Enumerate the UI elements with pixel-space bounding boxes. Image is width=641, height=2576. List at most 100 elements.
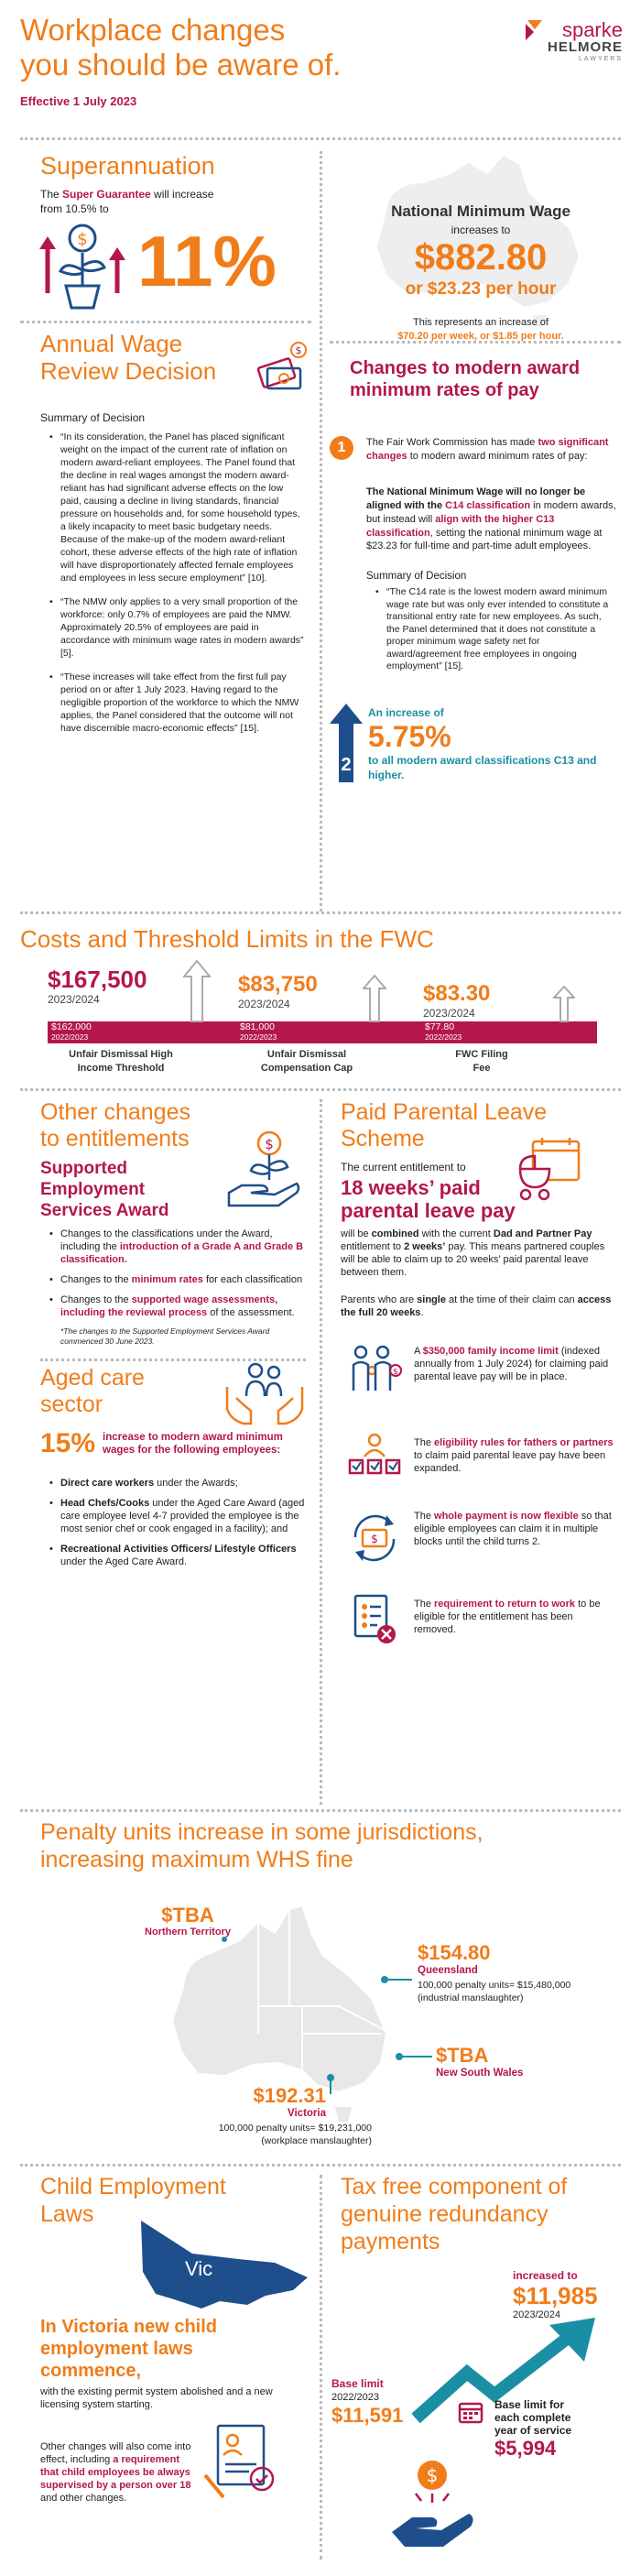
step-1-text: The Fair Work Commission has made two si… xyxy=(366,437,609,462)
cost-old: $81,000 2022/2023 xyxy=(240,1021,277,1042)
divider xyxy=(330,341,621,344)
costs-heading: Costs and Threshold Limits in the FWC xyxy=(20,925,434,953)
money-plant-icon: $ xyxy=(39,224,125,310)
eligibility-icon xyxy=(348,1433,401,1475)
australia-states-map-icon xyxy=(170,1904,388,2122)
divider xyxy=(20,2164,621,2167)
min-wage-block: National Minimum Wage increases to $882.… xyxy=(339,202,623,343)
divider xyxy=(320,151,322,911)
licence-document-icon xyxy=(203,2424,275,2499)
nt-callout: $TBA Northern Territory xyxy=(119,1905,256,1939)
nsw-marker xyxy=(396,2053,403,2060)
min-wage-increases-label: increases to xyxy=(451,223,511,236)
family-icon: $ xyxy=(352,1345,402,1391)
logo-mark-icon xyxy=(526,20,542,40)
hand-money-plant-icon: $ xyxy=(227,1130,300,1207)
list-item: “The C14 rate is the lowest modern award… xyxy=(375,586,615,673)
page-title: Workplace changes you should be aware of… xyxy=(20,13,441,82)
up-arrow-icon xyxy=(363,975,386,1022)
nsw-leader-line xyxy=(399,2056,432,2058)
cost-old: $162,000 2022/2023 xyxy=(51,1021,92,1042)
ppl-current: The current entitlement to xyxy=(341,1161,466,1173)
award-quote-list: “The C14 rate is the lowest modern award… xyxy=(375,586,615,681)
min-wage-note: This represents an increase of xyxy=(413,316,549,328)
min-wage-note-values: $70.20 per week, or $1.85 per hour. xyxy=(397,330,564,342)
divider xyxy=(320,1099,322,1805)
nsw-label: New South Wales xyxy=(436,2068,524,2079)
ppl-para-1: will be combined with the current Dad an… xyxy=(341,1228,605,1278)
sesa-footnote: *The changes to the Supported Employment… xyxy=(60,1326,270,1346)
list-item: Direct care workers under the Awards; xyxy=(49,1477,306,1490)
vic-leader-line xyxy=(330,2078,331,2094)
divider xyxy=(20,1809,621,1812)
redundancy-increased: increased to $11,985 2023/2024 xyxy=(513,2268,623,2322)
ppl-item-flexible: The whole payment is now flexible so tha… xyxy=(414,1511,612,1547)
penalty-heading: Penalty units increase in some jurisdict… xyxy=(40,1819,483,1872)
threshold-bar xyxy=(48,1021,597,1043)
step-2-value: 5.75% xyxy=(368,720,451,754)
cost-new-value: $83.30 xyxy=(423,981,491,1006)
up-arrow-icon xyxy=(183,960,211,1022)
superannuation-heading: Superannuation xyxy=(40,152,215,180)
ppl-big-text: 18 weeks’ paid parental leave pay xyxy=(341,1176,516,1222)
ppl-heading: Paid Parental Leave Scheme xyxy=(341,1099,548,1152)
aged-care-lead: increase to modern award minimum wages f… xyxy=(103,1432,283,1456)
redundancy-per-year: Base limit for each complete year of ser… xyxy=(494,2398,623,2461)
cost-item-comp-cap: $83,750 2023/2024 xyxy=(238,973,403,1011)
qld-marker xyxy=(381,1976,388,1983)
care-hands-icon xyxy=(225,1362,304,1425)
up-arrow-icon xyxy=(553,986,575,1022)
step-2-badge: 2 xyxy=(341,755,352,775)
svg-text:$: $ xyxy=(265,1136,274,1152)
step-2-block: An increase of 5.75% to all modern award… xyxy=(368,705,621,783)
divider xyxy=(20,321,311,323)
qld-detail-1: 100,000 penalty units= $15,480,000 xyxy=(418,1979,571,1991)
ppl-para-2: Parents who are single at the time of th… xyxy=(341,1294,612,1318)
cost-item-high-income: $167,500 2023/2024 xyxy=(48,966,231,1007)
annual-wage-summary-label: Summary of Decision xyxy=(40,411,146,424)
list-item: Changes to the supported wage assessment… xyxy=(49,1293,306,1319)
super-big-value: 11% xyxy=(137,221,277,301)
logo-lawyers: LAWYERS xyxy=(579,56,623,62)
cost-item-filing-fee: $83.30 2023/2024 xyxy=(423,982,570,1021)
min-wage-per-hour: or $23.23 per hour xyxy=(405,279,557,300)
list-item: “These increases will take effect from t… xyxy=(49,671,306,735)
min-wage-title: National Minimum Wage xyxy=(391,202,570,220)
divider xyxy=(20,1088,621,1091)
nt-value: $TBA xyxy=(161,1904,214,1927)
title-line-1: Workplace changes xyxy=(20,13,286,47)
child-laws-big: In Victoria new child employment laws co… xyxy=(40,2317,218,2381)
list-item: “In its consideration, the Panel has pla… xyxy=(49,431,306,584)
aged-care-bullets: Direct care workers under the Awards; He… xyxy=(49,1477,306,1576)
nmw-alignment-text: The National Minimum Wage will no longer… xyxy=(366,486,616,552)
title-line-2: you should be aware of. xyxy=(20,48,342,82)
ppl-item-eligibility: The eligibility rules for fathers or par… xyxy=(414,1437,614,1474)
sesa-heading: Supported Employment Services Award xyxy=(40,1159,169,1220)
step-2-arrow-icon xyxy=(330,704,363,782)
aged-care-heading: Aged care sector xyxy=(40,1365,145,1417)
svg-text:$: $ xyxy=(77,230,87,249)
nsw-value: $TBA xyxy=(436,2044,489,2067)
logo: sparke HELMORE LAWYERS xyxy=(494,20,623,63)
divider xyxy=(20,137,621,140)
list-item: Changes to the classifications under the… xyxy=(49,1228,306,1266)
cash-stack-icon: $ xyxy=(256,342,307,390)
svg-text:$: $ xyxy=(371,1533,378,1545)
redundancy-increased-value: $11,985 xyxy=(513,2282,598,2310)
vic-value: $192.31 xyxy=(253,2084,326,2107)
list-item: “The NMW only applies to a very small pr… xyxy=(49,595,306,660)
svg-text:$: $ xyxy=(427,2464,439,2486)
qld-label: Queensland xyxy=(418,1965,478,1976)
qld-detail-2: (industrial manslaughter) xyxy=(418,1992,524,2003)
svg-text:$: $ xyxy=(393,1368,398,1377)
qld-leader-line xyxy=(385,1979,412,1981)
growth-arrow-icon xyxy=(412,2318,595,2424)
ppl-item-income-limit: A $350,000 family income limit (indexed … xyxy=(414,1346,609,1382)
divider xyxy=(40,1359,306,1361)
divider xyxy=(320,2175,322,2560)
super-guarantee-label: Super Guarantee xyxy=(62,188,151,201)
vic-detail-1: 100,000 penalty units= $19,231,000 xyxy=(218,2122,372,2134)
list-item: Changes to the minimum rates for each cl… xyxy=(49,1273,306,1286)
vic-marker xyxy=(327,2074,334,2081)
sesa-bullets: Changes to the classifications under the… xyxy=(49,1228,306,1326)
